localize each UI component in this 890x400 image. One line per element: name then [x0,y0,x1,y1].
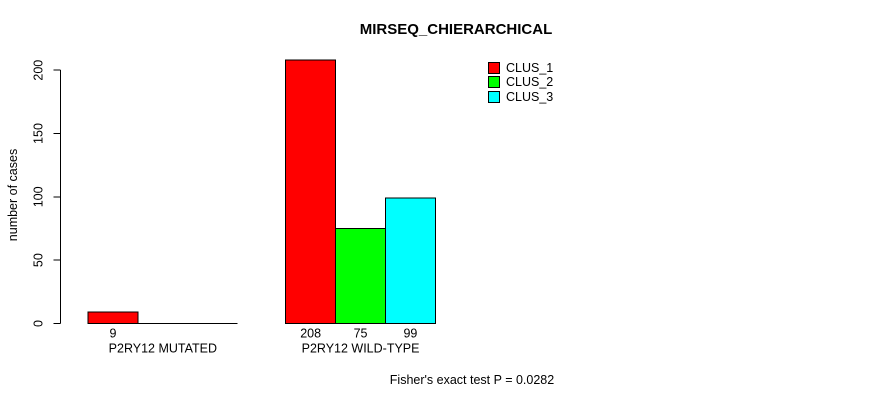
chart-title: MIRSEQ_CHIERARCHICAL [359,21,553,38]
y-tick-label: 100 [32,186,46,207]
category-label: P2RY12 MUTATED [109,342,217,356]
legend-label: CLUS_3 [506,89,554,104]
legend: CLUS_1 CLUS_2 CLUS_3 [488,62,553,105]
y-tick-label: 0 [32,320,46,327]
category-label: P2RY12 WILD-TYPE [302,342,420,356]
legend-entry-CLUS_2: CLUS_2 [488,75,554,90]
bar-CLUS_1-p2ry12-mutated [87,311,139,324]
legend-entry-CLUS_1: CLUS_1 [488,62,553,74]
legend-swatch-icon [488,76,500,89]
bar-value-label: 75 [354,327,368,341]
bar-value-label: 9 [109,327,116,341]
legend-swatch-icon [488,90,500,103]
y-tick-label: 200 [32,60,46,81]
legend-entry-CLUS_3: CLUS_3 [488,89,554,104]
bar-value-label: 208 [300,327,321,341]
bar-value-label: 99 [403,327,417,341]
bar-CLUS_2-p2ry12-wild-type [335,228,387,325]
y-tick-label: 150 [32,123,46,144]
bar-CLUS_3-p2ry12-wild-type [385,197,436,324]
fisher-test-annotation: Fisher's exact test P = 0.0282 [389,373,555,387]
bar-CLUS_1-p2ry12-wild-type [285,59,337,324]
y-tick-label: 50 [32,253,46,267]
legend-label: CLUS_2 [506,75,554,90]
legend-label: CLUS_1 [506,61,554,75]
legend-swatch-icon [488,62,500,74]
